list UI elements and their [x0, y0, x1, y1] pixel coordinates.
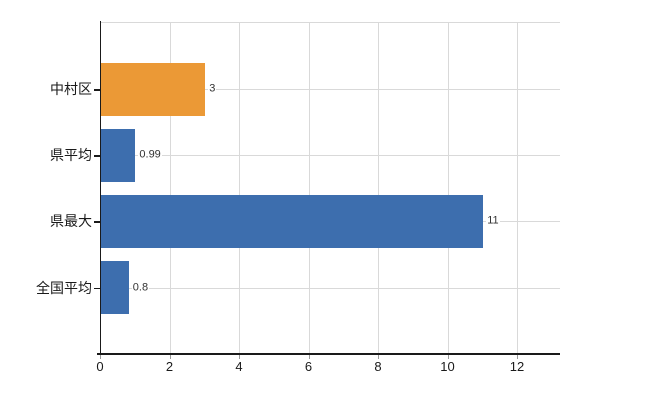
category-tick-mark — [94, 155, 100, 157]
bar-value-label: 11 — [486, 214, 500, 228]
x-axis-tick-mark — [308, 354, 310, 359]
horizontal-gridline — [101, 155, 560, 156]
x-axis-tick-mark — [447, 354, 449, 359]
vertical-gridline — [308, 22, 310, 353]
x-axis-tick-label: 12 — [509, 359, 525, 374]
category-tick-mark — [94, 221, 100, 223]
x-axis-tick-mark — [378, 354, 379, 359]
bar-value-label: 3 — [208, 82, 217, 96]
category-label: 県平均 — [50, 147, 92, 163]
vertical-gridline — [378, 22, 379, 353]
y-axis-line — [99, 21, 101, 353]
vertical-gridline — [447, 22, 449, 353]
category-label: 中村区 — [50, 81, 92, 97]
x-axis-line — [97, 353, 560, 355]
bar — [101, 261, 129, 314]
bar — [101, 194, 484, 248]
x-axis-tick-label: 2 — [165, 359, 174, 374]
vertical-gridline — [239, 22, 240, 353]
category-tick-mark — [94, 89, 100, 91]
bar-value-label: 0.99 — [138, 148, 162, 162]
x-axis-tick-label: 0 — [96, 359, 104, 374]
x-axis-tick-mark — [239, 354, 240, 359]
x-axis-tick-label: 4 — [235, 359, 243, 374]
x-axis-tick-mark — [169, 354, 171, 359]
horizontal-gridline — [101, 287, 560, 289]
horizontal-gridline — [101, 89, 560, 90]
bar — [101, 128, 136, 182]
x-axis-tick-mark — [100, 354, 101, 359]
x-axis-tick-label: 8 — [374, 359, 382, 374]
x-axis-tick-label: 6 — [304, 359, 313, 374]
category-tick-mark — [94, 287, 100, 289]
category-label: 全国平均 — [36, 279, 92, 296]
category-label: 県最大 — [50, 213, 92, 229]
vertical-gridline — [169, 22, 171, 353]
vertical-gridline — [517, 22, 518, 353]
plot-top-border — [100, 22, 560, 23]
x-axis-tick-mark — [517, 354, 518, 359]
x-axis-tick-label: 10 — [440, 359, 455, 374]
bar — [101, 62, 206, 116]
bar-value-label: 0.8 — [131, 281, 150, 294]
